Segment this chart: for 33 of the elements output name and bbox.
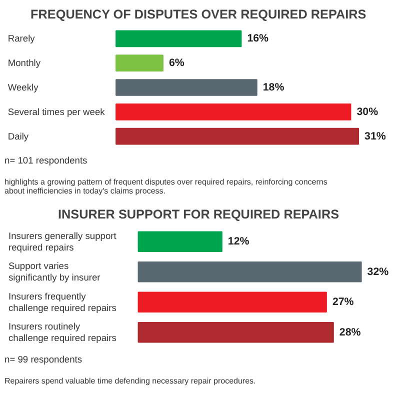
data-label: 12% <box>228 236 250 248</box>
text: highlights a growing pattern of frequent disputes over required repairs, reinforcing concerns about inefficiencies in today's claims process. <box>4 178 328 196</box>
bar <box>138 292 327 312</box>
data-label: 16% <box>247 32 270 45</box>
bar <box>116 79 258 96</box>
y-tick-label: Daily <box>8 131 29 142</box>
bar <box>138 262 362 282</box>
y-tick-label: Several times per week <box>8 106 106 117</box>
data-label: 28% <box>339 326 362 338</box>
chart-title: FREQUENCY OF DISPUTES OVER REQUIRED REPAIRS <box>30 8 366 22</box>
data-label: 18% <box>262 82 285 94</box>
y-tick-label: Rarely <box>8 34 36 44</box>
text: Repairers spend valuable time defending necessary repair procedures. <box>4 376 256 386</box>
data-label: 31% <box>364 130 386 142</box>
text: n= 101 respondents <box>4 156 88 166</box>
y-tick-label: Insurers generally support required repairs <box>8 230 117 252</box>
data-label: 30% <box>356 106 379 118</box>
y-tick-label: Insurers frequently challenge required repairs <box>8 291 117 313</box>
bar <box>116 30 242 48</box>
y-tick-label: Support varies significantly by insurer <box>8 261 100 283</box>
y-tick-label: Monthly <box>8 58 41 68</box>
data-label: 6% <box>168 57 185 70</box>
bar <box>116 54 164 72</box>
bar <box>116 103 352 120</box>
y-tick-label: Weekly <box>8 82 39 92</box>
y-tick-label: Insurers routinely challenge required repairs <box>8 322 117 344</box>
bar <box>116 128 360 145</box>
bar <box>138 231 222 252</box>
bar <box>138 322 334 343</box>
data-label: 27% <box>332 296 354 308</box>
text: n= 99 respondents <box>4 354 82 364</box>
chart-title: INSURER SUPPORT FOR REQUIRED REPAIRS <box>58 208 340 222</box>
data-label: 32% <box>367 266 390 278</box>
